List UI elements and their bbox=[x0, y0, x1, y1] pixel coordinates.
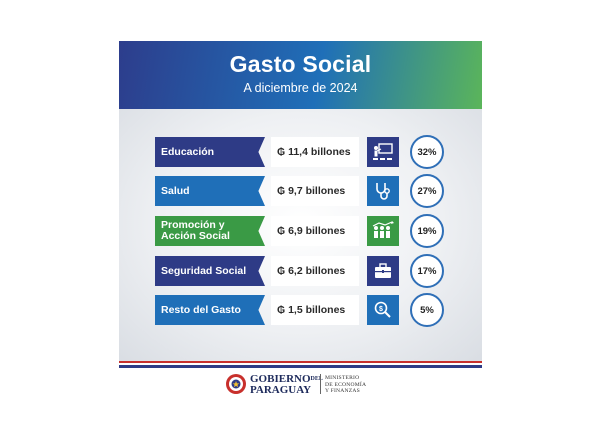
footer-logos: GOBIERNODEL PARAGUAY MINISTERIO DE ECONO… bbox=[225, 372, 385, 400]
stripe-white bbox=[119, 363, 482, 365]
table-row: Promoción y Acción Social ₲ 6,9 billones 19… bbox=[155, 214, 455, 248]
percent-badge: 17% bbox=[410, 254, 444, 288]
flag-stripes bbox=[119, 361, 482, 368]
table-row: Resto del Gasto ₲ 1,5 billones $5% bbox=[155, 293, 455, 327]
footer-divider bbox=[320, 374, 321, 394]
chart-subtitle: A diciembre de 2024 bbox=[243, 81, 358, 95]
stripe-red bbox=[119, 361, 482, 363]
category-label-line: Resto del Gasto bbox=[161, 303, 241, 316]
amount-value: ₲ 11,4 billones bbox=[271, 137, 359, 167]
category-label: Promoción y Acción Social bbox=[155, 216, 265, 246]
stripe-blue bbox=[119, 365, 482, 368]
amount-value: ₲ 1,5 billones bbox=[271, 295, 359, 325]
category-label: Salud bbox=[155, 176, 265, 206]
gasto-social-card: Gasto Social A diciembre de 2024 Educaci… bbox=[119, 41, 482, 363]
amount-value: ₲ 6,2 billones bbox=[271, 256, 359, 286]
amount-value: ₲ 9,7 billones bbox=[271, 176, 359, 206]
paraguay-seal-icon bbox=[226, 374, 246, 394]
category-label-line: Acción Social bbox=[161, 230, 230, 242]
header-banner: Gasto Social A diciembre de 2024 bbox=[119, 41, 482, 109]
table-row: Seguridad Social ₲ 6,2 billones 17% bbox=[155, 254, 455, 288]
percent-badge: 5% bbox=[410, 293, 444, 327]
table-row: Educación ₲ 11,4 billones 32% bbox=[155, 135, 455, 169]
chart-title: Gasto Social bbox=[229, 51, 372, 77]
ministry-line-1: MINISTERIO bbox=[325, 375, 360, 381]
percent-badge: 27% bbox=[410, 174, 444, 208]
category-label-line: Seguridad Social bbox=[161, 264, 247, 277]
gov-line1: GOBIERNO bbox=[250, 373, 311, 385]
gov-del: DEL bbox=[310, 376, 323, 382]
gov-line2: PARAGUAY bbox=[250, 384, 312, 396]
people-growth-icon bbox=[367, 216, 399, 246]
briefcase-icon bbox=[367, 256, 399, 286]
category-label: Educación bbox=[155, 137, 265, 167]
magnifier-coin-icon: $ bbox=[367, 295, 399, 325]
stethoscope-icon bbox=[367, 176, 399, 206]
teacher-icon bbox=[367, 137, 399, 167]
ministry-wordmark: MINISTERIO DE ECONOMÍA Y FINANZAS bbox=[325, 375, 366, 395]
percent-badge: 19% bbox=[410, 214, 444, 248]
category-label: Seguridad Social bbox=[155, 256, 265, 286]
category-label-line: Salud bbox=[161, 184, 190, 197]
category-label: Resto del Gasto bbox=[155, 295, 265, 325]
percent-badge: 32% bbox=[410, 135, 444, 169]
table-row: Salud ₲ 9,7 billones 27% bbox=[155, 174, 455, 208]
gov-wordmark: GOBIERNODEL PARAGUAY bbox=[250, 374, 323, 396]
rows-panel: Educación ₲ 11,4 billones 32% Salud ₲ 9,7 bi… bbox=[119, 109, 482, 363]
svg-text:$: $ bbox=[379, 306, 383, 313]
category-label-line: Promoción y bbox=[161, 219, 225, 231]
ministry-line-3: Y FINANZAS bbox=[325, 388, 360, 394]
amount-value: ₲ 6,9 billones bbox=[271, 216, 359, 246]
category-label-line: Educación bbox=[161, 145, 215, 158]
ministry-line-2: DE ECONOMÍA bbox=[325, 381, 367, 388]
